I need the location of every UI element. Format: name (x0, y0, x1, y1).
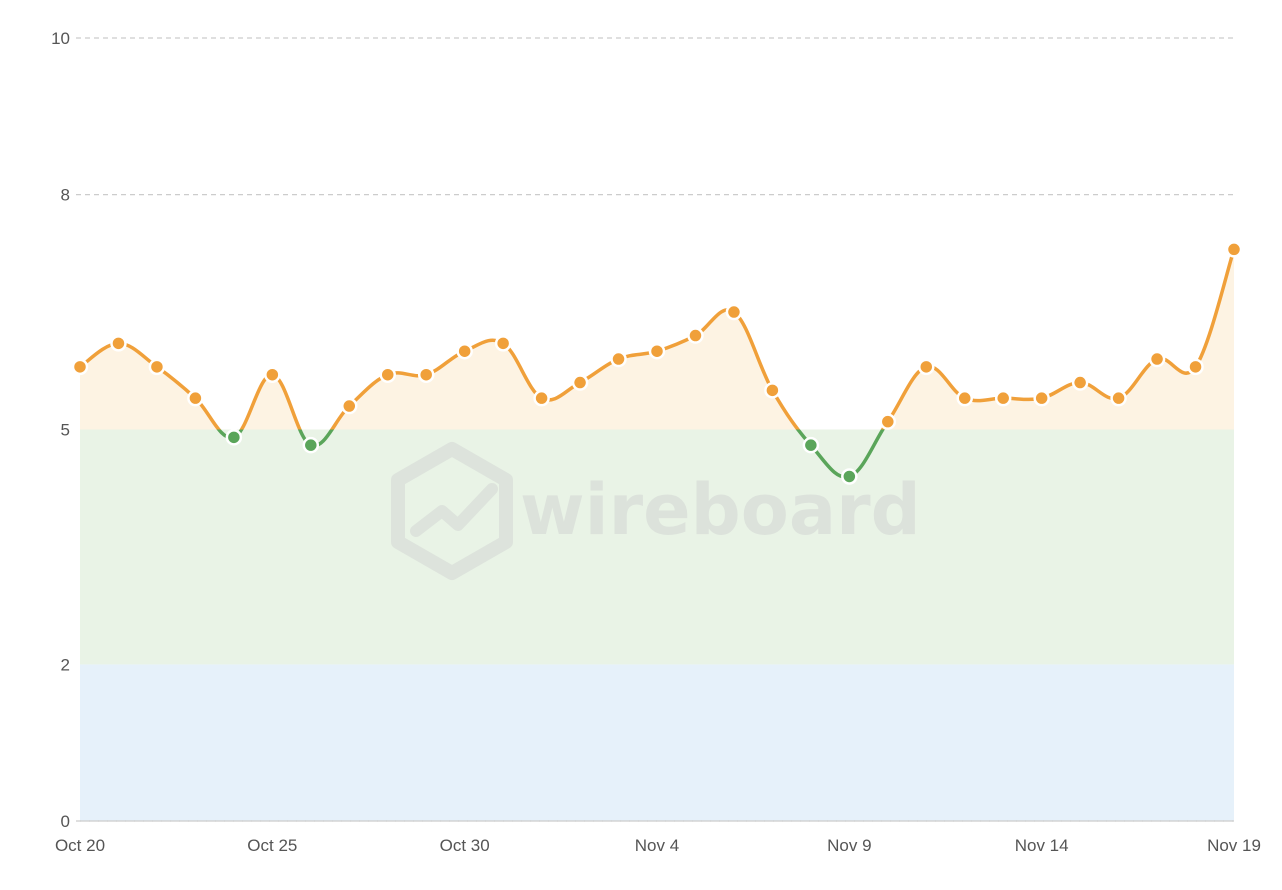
data-point[interactable] (725, 303, 743, 321)
area-under-line (80, 249, 1234, 430)
x-tick-label: Nov 19 (1207, 836, 1261, 855)
data-point[interactable] (1187, 358, 1204, 376)
data-point[interactable] (764, 382, 781, 399)
background-bands (80, 429, 1234, 821)
data-point[interactable] (341, 397, 358, 415)
y-tick-label: 10 (51, 29, 70, 48)
data-point[interactable] (687, 327, 704, 344)
data-point[interactable] (225, 429, 243, 446)
x-tick-label: Nov 9 (827, 836, 871, 855)
x-tick-label: Oct 25 (247, 836, 297, 855)
data-point[interactable] (918, 358, 935, 376)
data-point[interactable] (417, 366, 435, 383)
data-point[interactable] (494, 335, 512, 352)
data-point[interactable] (648, 342, 666, 360)
data-point[interactable] (110, 335, 127, 352)
area-fill (80, 249, 1234, 430)
data-point[interactable] (533, 389, 550, 407)
y-axis-tick-labels: 0 2 5 8 10 (51, 29, 70, 831)
data-point[interactable] (456, 342, 473, 360)
data-point[interactable] (71, 358, 89, 376)
y-tick-label: 8 (61, 186, 70, 205)
watermark-text: wireboard (520, 469, 921, 551)
data-point[interactable] (302, 436, 320, 454)
data-point[interactable] (148, 358, 166, 376)
y-tick-label: 0 (61, 812, 70, 831)
data-point[interactable] (802, 436, 820, 454)
series-points (71, 241, 1243, 485)
x-tick-label: Nov 4 (635, 836, 679, 855)
data-point[interactable] (994, 389, 1012, 407)
x-tick-label: Nov 14 (1015, 836, 1069, 855)
data-point[interactable] (956, 389, 973, 407)
data-point[interactable] (187, 389, 204, 407)
data-point[interactable] (264, 366, 281, 383)
y-tick-label: 5 (61, 421, 70, 440)
x-tick-label: Oct 20 (55, 836, 105, 855)
data-point[interactable] (1071, 374, 1089, 391)
y-tick-label: 2 (61, 655, 70, 674)
band-1 (80, 429, 1234, 665)
data-point[interactable] (1110, 389, 1127, 407)
data-point[interactable] (879, 413, 897, 430)
grid-lines (76, 37, 1234, 822)
x-tick-label: Oct 30 (440, 836, 490, 855)
wireboard-logo-icon (391, 442, 513, 580)
x-axis-tick-labels: Oct 20 Oct 25 Oct 30 Nov 4 Nov 9 Nov 14 Nov 19 (55, 836, 1261, 855)
data-point[interactable] (610, 350, 627, 368)
band-0 (80, 664, 1234, 821)
data-point[interactable] (379, 366, 396, 383)
data-point[interactable] (841, 468, 858, 485)
data-point[interactable] (571, 374, 589, 391)
data-point[interactable] (1225, 241, 1243, 258)
data-point[interactable] (1033, 389, 1050, 407)
data-point[interactable] (1148, 350, 1166, 368)
